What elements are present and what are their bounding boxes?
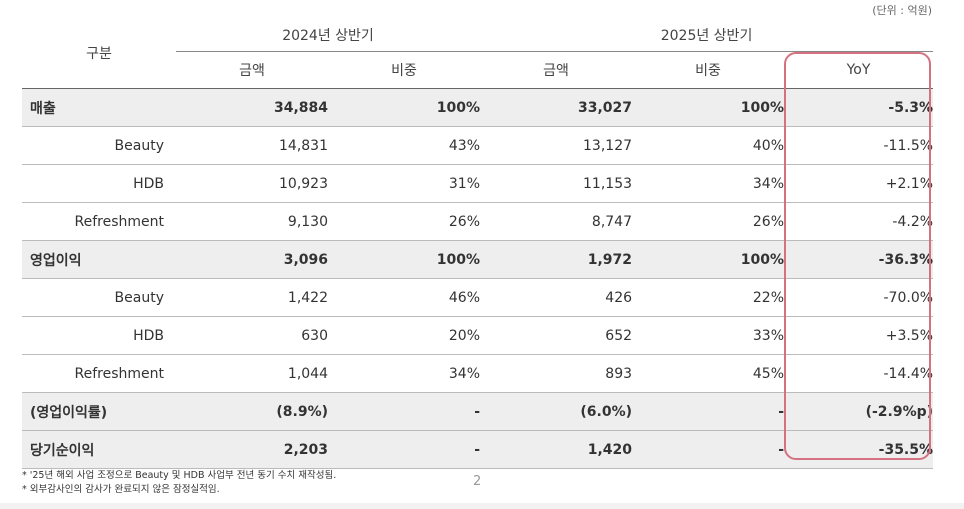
share-2025: 26% — [632, 202, 785, 241]
bottom-strip — [0, 503, 964, 509]
amount-2025: 652 — [480, 316, 633, 355]
share-2024: 31% — [328, 164, 481, 203]
share-2025: - — [632, 392, 785, 431]
yoy-value: -4.2% — [784, 202, 934, 241]
header-period-2024: 2024년 상반기 — [176, 18, 481, 52]
table-row-revenue-refreshment: Refreshment 9,130 26% 8,747 26% -4.2% — [22, 202, 934, 241]
share-2024: 43% — [328, 126, 481, 165]
row-label: Refreshment — [22, 202, 176, 241]
share-2025: 33% — [632, 316, 785, 355]
amount-2024: 630 — [176, 316, 328, 355]
share-2025: 100% — [632, 240, 785, 279]
share-2025: 22% — [632, 278, 785, 317]
table-row-revenue-hdb: HDB 10,923 31% 11,153 34% +2.1% — [22, 164, 934, 203]
table-row-op-hdb: HDB 630 20% 652 33% +3.5% — [22, 316, 934, 355]
row-label: HDB — [22, 316, 176, 355]
header-category: 구분 — [22, 18, 176, 89]
amount-2025: (6.0%) — [480, 392, 633, 431]
amount-2025: 1,972 — [480, 240, 633, 279]
share-2024: - — [328, 392, 481, 431]
yoy-value: -5.3% — [784, 88, 934, 127]
table-row-operating-margin: (영업이익률) (8.9%) - (6.0%) - (-2.9%p) — [22, 392, 934, 431]
row-label: 매출 — [22, 88, 176, 127]
share-2025: 34% — [632, 164, 785, 203]
share-2024: 26% — [328, 202, 481, 241]
amount-2024: 10,923 — [176, 164, 328, 203]
header-yoy: YoY — [784, 51, 934, 89]
table-row-op-refreshment: Refreshment 1,044 34% 893 45% -14.4% — [22, 354, 934, 393]
yoy-value: -14.4% — [784, 354, 934, 393]
row-label: 영업이익 — [22, 240, 176, 279]
footnote-unaudited: * 외부감사인의 감사가 완료되지 않은 잠정실적임. — [22, 484, 220, 495]
amount-2024: 34,884 — [176, 88, 328, 127]
amount-2025: 426 — [480, 278, 633, 317]
page-number: 2 — [473, 474, 482, 489]
header-row-columns: 금액 비중 금액 비중 YoY — [22, 51, 934, 89]
amount-2025: 13,127 — [480, 126, 633, 165]
share-2024: 100% — [328, 240, 481, 279]
share-2025: - — [632, 430, 785, 469]
yoy-value: -70.0% — [784, 278, 934, 317]
amount-2025: 33,027 — [480, 88, 633, 127]
share-2024: 46% — [328, 278, 481, 317]
footnote-restatement: * '25년 해외 사업 조정으로 Beauty 및 HDB 사업부 전년 동기… — [22, 470, 337, 481]
amount-2024: 9,130 — [176, 202, 328, 241]
row-label: HDB — [22, 164, 176, 203]
amount-2024: 14,831 — [176, 126, 328, 165]
yoy-value: (-2.9%p) — [784, 392, 934, 431]
amount-2024: 1,044 — [176, 354, 328, 393]
share-2024: - — [328, 430, 481, 469]
row-label: Refreshment — [22, 354, 176, 393]
share-2025: 40% — [632, 126, 785, 165]
share-2025: 45% — [632, 354, 785, 393]
row-label: Beauty — [22, 126, 176, 165]
share-2024: 100% — [328, 88, 481, 127]
header-share-2025: 비중 — [632, 51, 785, 89]
financial-table: 구분 2024년 상반기 2025년 상반기 금액 비중 금액 비중 YoY 매… — [22, 18, 934, 469]
amount-2025: 11,153 — [480, 164, 633, 203]
header-amount-2025: 금액 — [480, 51, 633, 89]
yoy-value: -11.5% — [784, 126, 934, 165]
table-row-revenue: 매출 34,884 100% 33,027 100% -5.3% — [22, 88, 934, 127]
table-row-op-beauty: Beauty 1,422 46% 426 22% -70.0% — [22, 278, 934, 317]
amount-2025: 893 — [480, 354, 633, 393]
yoy-value: +2.1% — [784, 164, 934, 203]
share-2024: 34% — [328, 354, 481, 393]
amount-2024: 1,422 — [176, 278, 328, 317]
amount-2024: 2,203 — [176, 430, 328, 469]
yoy-value: -36.3% — [784, 240, 934, 279]
table-row-net-income: 당기순이익 2,203 - 1,420 - -35.5% — [22, 430, 934, 469]
header-period-2025: 2025년 상반기 — [480, 18, 934, 52]
unit-note: (단위 : 억원) — [872, 4, 932, 17]
amount-2024: 3,096 — [176, 240, 328, 279]
row-label: (영업이익률) — [22, 392, 176, 431]
amount-2025: 1,420 — [480, 430, 633, 469]
table-row-revenue-beauty: Beauty 14,831 43% 13,127 40% -11.5% — [22, 126, 934, 165]
row-label: 당기순이익 — [22, 430, 176, 469]
table-row-operating-profit: 영업이익 3,096 100% 1,972 100% -36.3% — [22, 240, 934, 279]
yoy-value: +3.5% — [784, 316, 934, 355]
header-share-2024: 비중 — [328, 51, 481, 89]
share-2024: 20% — [328, 316, 481, 355]
header-amount-2024: 금액 — [176, 51, 328, 89]
amount-2024: (8.9%) — [176, 392, 328, 431]
header-row-periods: 구분 2024년 상반기 2025년 상반기 — [22, 18, 934, 89]
row-label: Beauty — [22, 278, 176, 317]
amount-2025: 8,747 — [480, 202, 633, 241]
share-2025: 100% — [632, 88, 785, 127]
yoy-value: -35.5% — [784, 430, 934, 469]
